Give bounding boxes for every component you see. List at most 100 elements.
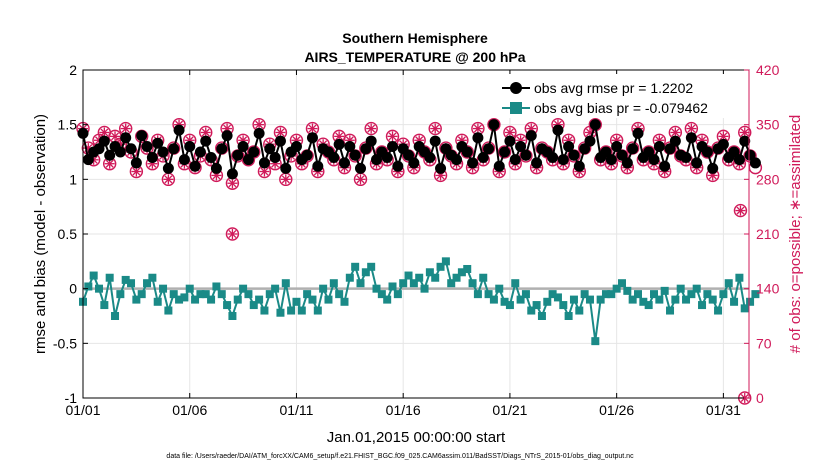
bias-point — [436, 262, 445, 271]
rmse-point — [643, 146, 655, 158]
obs-assimilated-stroke — [255, 120, 264, 129]
rmse-point — [552, 124, 564, 136]
obs-assimilated-stroke — [228, 230, 237, 238]
rmse-point — [509, 154, 521, 166]
bias-point — [431, 273, 440, 282]
bias-point — [100, 301, 109, 310]
rmse-point — [568, 149, 580, 161]
bias-point — [543, 297, 552, 306]
obs-assimilated-marker — [334, 131, 345, 142]
bias-point — [441, 257, 450, 266]
rmse-point — [605, 154, 617, 166]
bias-point — [361, 268, 370, 277]
rmse-point — [648, 154, 660, 166]
rmse-point — [328, 151, 340, 163]
rmse-point — [162, 162, 174, 174]
rmse-point — [210, 162, 222, 174]
right-tick-label: 0 — [756, 390, 764, 406]
obs-assimilated-marker — [430, 123, 441, 134]
rmse-point — [232, 149, 244, 161]
bias-point — [714, 306, 723, 315]
bias-point — [276, 308, 285, 317]
bias-point — [335, 290, 344, 299]
x-tick-label: 01/16 — [386, 402, 421, 418]
bias-point — [751, 290, 760, 299]
rmse-point — [371, 154, 383, 166]
rmse-point — [136, 130, 148, 142]
rmse-point — [194, 146, 206, 158]
legend-bias-label: obs avg bias pr = -0.079462 — [534, 100, 708, 116]
rmse-point — [360, 143, 372, 155]
obs-assimilated-stroke — [281, 175, 290, 184]
rmse-point — [515, 141, 527, 153]
rmse-point — [130, 157, 142, 169]
rmse-point — [531, 157, 543, 169]
rmse-point — [424, 151, 436, 163]
obs-assimilated-marker — [686, 123, 697, 134]
rmse-point — [664, 143, 676, 155]
rmse-point — [98, 135, 110, 147]
obs-assimilated-marker — [355, 174, 366, 185]
bias-point — [121, 275, 130, 284]
bias-point — [372, 284, 381, 293]
bias-point — [457, 268, 466, 277]
bias-point — [698, 301, 707, 310]
bias-point — [548, 290, 557, 299]
rmse-point — [301, 149, 313, 161]
rmse-point — [264, 143, 276, 155]
rmse-point — [557, 154, 569, 166]
rmse-point — [669, 135, 681, 147]
rmse-point — [429, 135, 441, 147]
obs-assimilated-stroke — [388, 132, 397, 141]
rmse-point — [403, 149, 415, 161]
bias-point — [516, 295, 525, 304]
obs-assimilated-marker — [110, 131, 121, 142]
rmse-point — [573, 160, 585, 172]
rmse-point — [611, 141, 623, 153]
bias-point — [409, 279, 418, 288]
rmse-point — [563, 141, 575, 153]
obs-assimilated-marker — [227, 178, 238, 189]
obs-possible-marker — [247, 145, 261, 159]
rmse-point — [499, 146, 511, 158]
bias-point — [559, 301, 568, 310]
obs-assimilated-marker — [387, 131, 398, 142]
bias-point — [532, 301, 541, 310]
x-axis-ticks: 01/01 01/06 01/11 01/16 01/21 01/26 01/31 — [65, 70, 741, 418]
rmse-point — [520, 149, 532, 161]
rmse-point — [173, 124, 185, 136]
rmse-point — [280, 162, 292, 174]
obs-assimilated-stroke — [201, 128, 210, 137]
obs-assimilated-stroke — [473, 124, 482, 133]
bias-point — [596, 295, 605, 304]
bias-point — [724, 279, 733, 288]
rmse-point — [547, 151, 559, 163]
rmse-point — [579, 143, 591, 155]
bias-point — [634, 290, 642, 299]
bias-point — [377, 290, 386, 299]
obs-assimilated-stroke — [431, 124, 440, 133]
bias-point — [708, 295, 717, 304]
bias-point — [393, 290, 402, 299]
right-tick-label: 140 — [756, 281, 780, 297]
obs-assimilated-stroke — [671, 128, 680, 137]
obs-assimilated-stroke — [335, 132, 344, 141]
obs-possible-marker — [225, 227, 240, 241]
rmse-point — [258, 157, 270, 169]
bias-point — [500, 297, 509, 306]
bias-point — [650, 290, 659, 299]
rmse-point — [739, 135, 751, 147]
bias-point — [703, 290, 712, 299]
bias-point — [233, 295, 242, 304]
obs-assimilated-stroke — [276, 128, 285, 137]
rmse-point — [477, 151, 489, 163]
bias-point — [425, 268, 434, 277]
rmse-point — [189, 160, 201, 172]
bias-point — [345, 273, 354, 282]
obs-assimilated-marker — [227, 229, 238, 239]
bias-point — [132, 295, 141, 304]
bias-point — [84, 282, 93, 291]
rmse-point — [589, 119, 601, 131]
bias-point — [271, 284, 280, 293]
rmse-point — [680, 151, 692, 163]
